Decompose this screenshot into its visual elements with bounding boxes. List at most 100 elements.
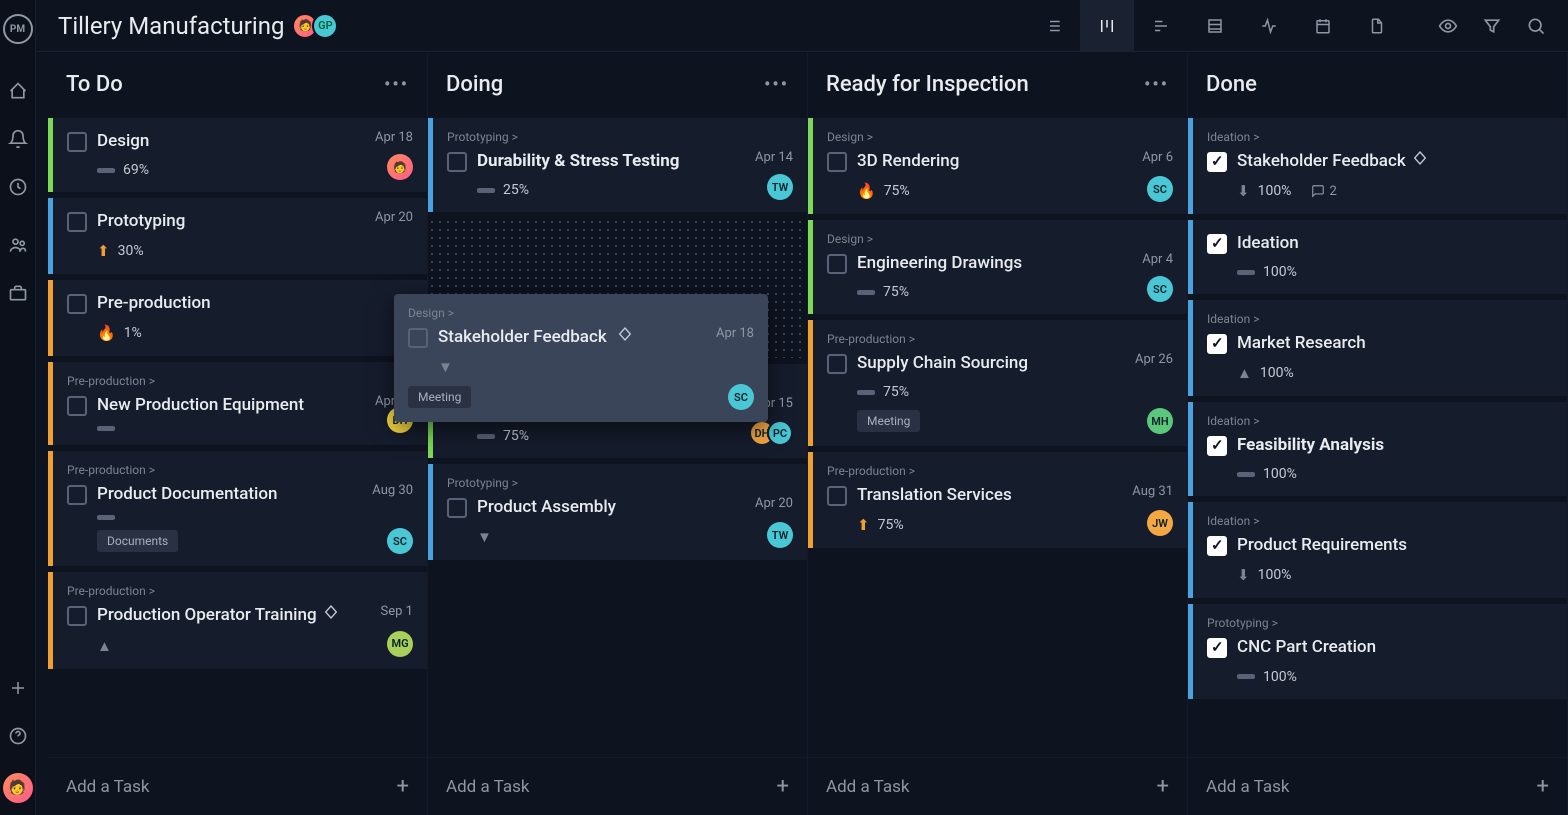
filter-icon[interactable]	[1482, 16, 1502, 36]
task-card[interactable]: Pre-production 🔥1%	[48, 280, 427, 356]
task-card[interactable]: Ideation > Feasibility Analysis 100%	[1188, 402, 1567, 496]
sheet-view-tab[interactable]	[1188, 0, 1242, 52]
app-logo[interactable]: PM	[3, 14, 33, 44]
task-checkbox[interactable]	[67, 485, 87, 505]
task-card[interactable]: Pre-production > Production Operator Tra…	[48, 572, 427, 668]
assignee-avatar[interactable]: SC	[1147, 276, 1173, 302]
search-icon[interactable]	[1526, 16, 1546, 36]
clock-icon[interactable]	[7, 176, 29, 198]
assignee-avatar[interactable]: SC	[728, 384, 754, 410]
column-menu-icon[interactable]: •••	[764, 74, 789, 95]
task-date: Sep 1	[381, 604, 413, 619]
task-checkbox[interactable]	[447, 152, 467, 172]
task-title: Product Requirements	[1237, 534, 1553, 556]
assignee-avatar[interactable]: PC	[767, 420, 793, 446]
card-breadcrumb: Pre-production >	[67, 374, 413, 388]
progress-pct: 100%	[1263, 466, 1297, 482]
assignee-avatar[interactable]: SC	[387, 528, 413, 554]
assignee-avatar[interactable]: MH	[1147, 408, 1173, 434]
card-breadcrumb: Design >	[408, 306, 754, 320]
team-icon[interactable]	[7, 234, 29, 256]
task-checkbox[interactable]	[827, 254, 847, 274]
task-checkbox[interactable]	[408, 328, 428, 348]
task-card[interactable]: Pre-production > Product Documentation A…	[48, 451, 427, 566]
arrow-down-icon: ⬇	[1237, 182, 1250, 200]
task-date: Aug 30	[372, 483, 413, 498]
assignee-avatar[interactable]: SC	[1147, 176, 1173, 202]
briefcase-icon[interactable]	[7, 282, 29, 304]
column-menu-icon[interactable]: •••	[1144, 74, 1169, 95]
eye-icon[interactable]	[1438, 16, 1458, 36]
plus-icon: +	[777, 774, 789, 799]
task-checkbox[interactable]	[67, 396, 87, 416]
plus-icon: +	[1157, 774, 1169, 799]
task-date: Apr 4	[1142, 252, 1173, 267]
main: Tillery Manufacturing 🧑 GP To Do •••	[36, 0, 1568, 815]
gantt-view-tab[interactable]	[1134, 0, 1188, 52]
card-breadcrumb: Prototyping >	[447, 130, 793, 144]
task-checkbox[interactable]	[1207, 152, 1227, 172]
add-task-button[interactable]: Add a Task +	[808, 757, 1187, 815]
board-column: To Do ••• Design Apr 18 69% 🧑 Prototypin…	[48, 52, 428, 815]
task-card[interactable]: Prototyping Apr 20 ⬆30%	[48, 198, 427, 274]
task-checkbox[interactable]	[827, 152, 847, 172]
task-checkbox[interactable]	[1207, 638, 1227, 658]
task-card[interactable]: Pre-production > Supply Chain Sourcing A…	[808, 320, 1187, 446]
task-card[interactable]: Ideation 100%	[1188, 220, 1567, 294]
task-checkbox[interactable]	[67, 606, 87, 626]
user-avatar[interactable]: 🧑	[3, 773, 33, 803]
member-avatars[interactable]: 🧑 GP	[298, 13, 338, 39]
plus-icon[interactable]	[7, 677, 29, 699]
task-card[interactable]: Design > Engineering Drawings Apr 4 75% …	[808, 220, 1187, 314]
task-card[interactable]: Ideation > Stakeholder Feedback ⬇100%2	[1188, 118, 1567, 214]
bell-icon[interactable]	[7, 128, 29, 150]
task-checkbox[interactable]	[1207, 334, 1227, 354]
task-checkbox[interactable]	[67, 132, 87, 152]
task-checkbox[interactable]	[827, 354, 847, 374]
card-breadcrumb: Pre-production >	[67, 463, 413, 477]
add-task-button[interactable]: Add a Task +	[48, 757, 427, 815]
task-card[interactable]: Pre-production > Translation Services Au…	[808, 452, 1187, 548]
task-checkbox[interactable]	[827, 486, 847, 506]
task-card[interactable]: Prototyping > Product Assembly Apr 20 ▼ …	[428, 464, 807, 560]
task-checkbox[interactable]	[1207, 436, 1227, 456]
avatar[interactable]: GP	[312, 13, 338, 39]
assignee-avatar[interactable]: MG	[387, 631, 413, 657]
activity-view-tab[interactable]	[1242, 0, 1296, 52]
add-task-button[interactable]: Add a Task +	[428, 757, 807, 815]
task-checkbox[interactable]	[1207, 234, 1227, 254]
progress-pct: 1%	[124, 325, 142, 341]
column-title: Doing	[446, 72, 503, 97]
task-title: Pre-production	[97, 292, 413, 314]
task-card[interactable]: Design > 3D Rendering Apr 6 🔥75% SC	[808, 118, 1187, 214]
assignee-avatar[interactable]: TW	[767, 174, 793, 200]
calendar-view-tab[interactable]	[1296, 0, 1350, 52]
list-view-tab[interactable]	[1026, 0, 1080, 52]
priority-bar	[97, 426, 115, 431]
task-checkbox[interactable]	[447, 498, 467, 518]
task-card[interactable]: Pre-production > New Production Equipmen…	[48, 362, 427, 445]
task-checkbox[interactable]	[1207, 536, 1227, 556]
task-card[interactable]: Prototyping > CNC Part Creation 100%	[1188, 604, 1567, 698]
card-breadcrumb: Pre-production >	[67, 584, 413, 598]
assignee-avatar[interactable]: 🧑	[387, 154, 413, 180]
assignee-stack[interactable]: DHPC	[757, 420, 793, 446]
home-icon[interactable]	[7, 80, 29, 102]
task-card[interactable]: Ideation > Product Requirements ⬇100%	[1188, 502, 1567, 598]
comments-count[interactable]: 2	[1311, 184, 1336, 199]
help-icon[interactable]	[7, 725, 29, 747]
task-title: Engineering Drawings	[857, 252, 1132, 274]
column-menu-icon[interactable]: •••	[384, 74, 409, 95]
dragging-card[interactable]: Design > Stakeholder Feedback Apr 18 ▼ M…	[394, 294, 768, 422]
task-checkbox[interactable]	[67, 212, 87, 232]
task-card[interactable]: Prototyping > Durability & Stress Testin…	[428, 118, 807, 212]
card-tag[interactable]: Meeting	[408, 386, 471, 408]
task-card[interactable]: Design Apr 18 69% 🧑	[48, 118, 427, 192]
board-view-tab[interactable]	[1080, 0, 1134, 52]
card-tag[interactable]: Documents	[97, 530, 178, 552]
add-task-button[interactable]: Add a Task +	[1188, 757, 1567, 815]
task-card[interactable]: Ideation > Market Research ▲100%	[1188, 300, 1567, 396]
task-checkbox[interactable]	[67, 294, 87, 314]
card-tag[interactable]: Meeting	[857, 410, 920, 432]
files-view-tab[interactable]	[1350, 0, 1404, 52]
